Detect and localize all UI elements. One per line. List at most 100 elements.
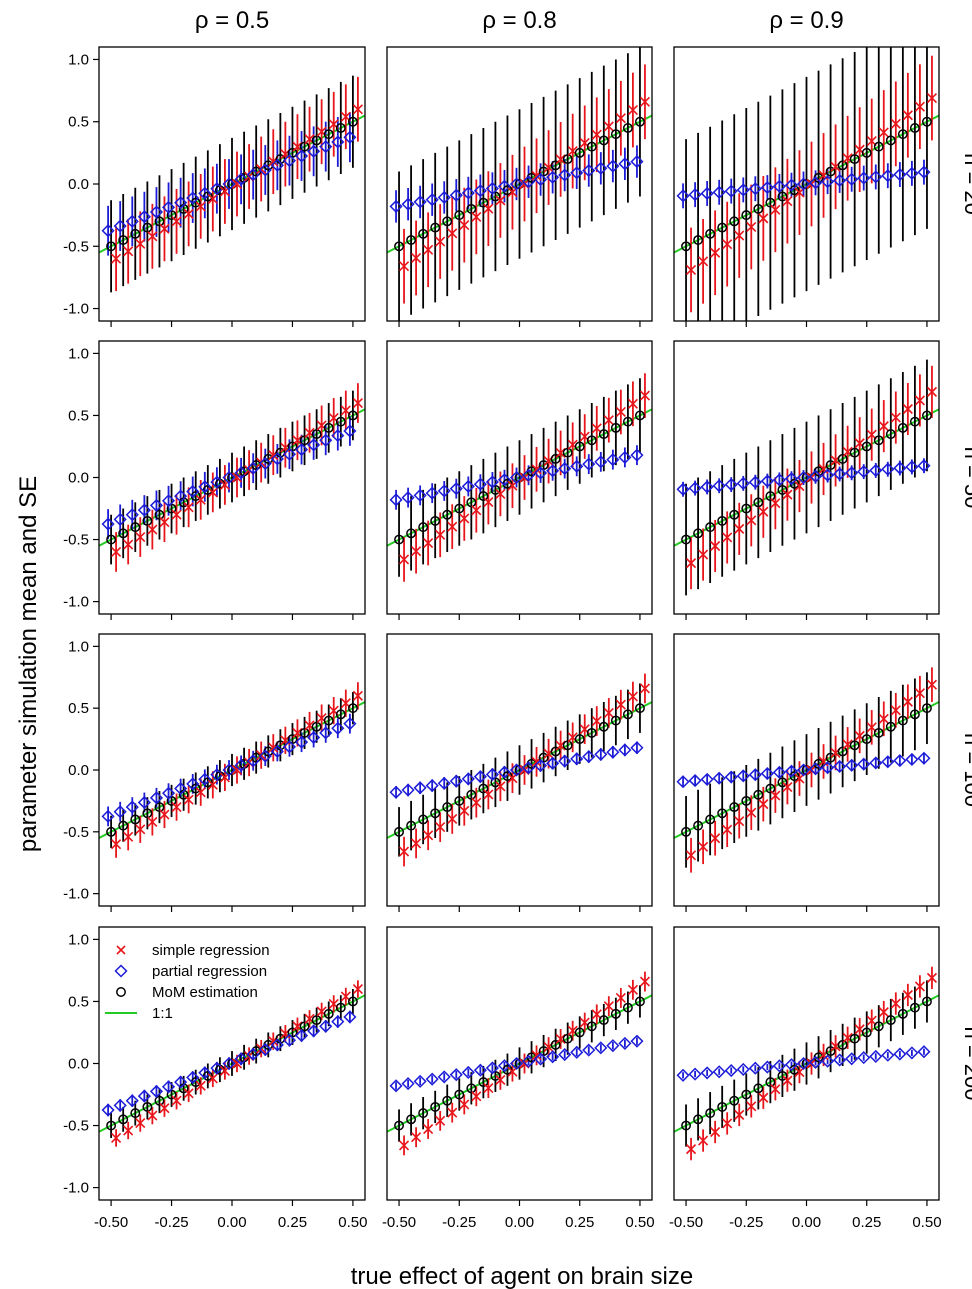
simple-point <box>435 822 446 833</box>
y-tick-label: 0.5 <box>68 700 89 717</box>
partial-point <box>630 448 644 462</box>
partial-point <box>845 1052 859 1066</box>
partial-point <box>724 184 738 198</box>
mom-point <box>106 1120 117 1131</box>
mom-point <box>586 727 597 738</box>
simple-point <box>231 1058 243 1069</box>
simple-point <box>890 412 901 423</box>
simple-point <box>639 976 651 987</box>
mom-point <box>885 429 896 440</box>
panel-rho-0.5-n-200: -1.0 -0.5 0.0 0.5 1.0 -0.50 -0.25 0.00 0.25 0.50 s… <box>63 926 368 1231</box>
partial-point <box>582 163 596 178</box>
y-tick-label: -0.5 <box>63 238 89 255</box>
mom-point <box>335 1002 346 1013</box>
simple-point <box>471 505 482 516</box>
partial-point <box>186 777 200 791</box>
partial-point <box>760 180 774 195</box>
panel-rho-0.8-n-100 <box>386 633 653 912</box>
partial-point <box>570 752 584 766</box>
mom-point <box>430 515 441 526</box>
partial-point <box>294 735 309 749</box>
mom-point <box>586 1021 597 1032</box>
partial-point <box>137 503 151 517</box>
simple-point <box>159 809 170 820</box>
simple-point <box>914 981 925 992</box>
mom-point <box>885 721 896 732</box>
y-tick-label: -0.5 <box>63 1118 89 1135</box>
mom-point <box>311 429 322 440</box>
partial-point <box>485 767 499 782</box>
partial-point <box>413 488 427 502</box>
mom-point <box>849 154 860 165</box>
mom-point <box>347 116 358 127</box>
partial-point <box>174 489 188 503</box>
partial-point <box>869 756 883 770</box>
mom-point <box>323 1008 334 1019</box>
mom-point <box>586 435 597 446</box>
simple-point <box>398 846 410 857</box>
mom-point <box>394 826 404 837</box>
partial-point <box>833 467 847 481</box>
simple-point <box>483 203 494 214</box>
partial-point <box>198 772 212 786</box>
simple-point <box>411 1132 422 1143</box>
mom-point <box>861 441 872 452</box>
mom-point <box>562 740 573 751</box>
simple-point <box>603 1001 614 1012</box>
simple-point <box>698 256 709 267</box>
simple-point <box>746 807 757 818</box>
mom-point <box>622 123 633 133</box>
simple-point <box>207 1073 218 1084</box>
partial-point <box>294 1029 309 1043</box>
simple-point <box>459 220 470 231</box>
y-tick-label: 0.5 <box>68 114 89 131</box>
partial-point <box>808 176 823 190</box>
partial-point <box>546 170 560 184</box>
simple-point <box>352 690 363 701</box>
simple-point <box>878 421 889 432</box>
partial-point <box>149 498 164 512</box>
simple-point <box>734 523 745 534</box>
mom-point <box>130 814 141 825</box>
mom-point <box>574 441 585 452</box>
partial-point <box>161 200 176 214</box>
partial-point <box>546 1050 560 1064</box>
simple-point <box>147 1110 158 1121</box>
simple-point <box>615 699 626 710</box>
partial-point <box>331 1015 345 1029</box>
mom-point <box>610 715 621 726</box>
partial-point <box>760 766 774 781</box>
simple-point <box>878 127 889 138</box>
panel-rho-0.8-n-20: ρ = 0.8 <box>386 7 653 327</box>
mom-point <box>466 789 477 800</box>
partial-point <box>630 1034 644 1048</box>
legend-partial-marker <box>114 964 128 978</box>
partial-point <box>821 761 835 775</box>
simple-point <box>183 1088 194 1099</box>
partial-point <box>294 149 309 163</box>
partial-point <box>461 186 475 200</box>
mom-point <box>550 160 561 171</box>
simple-point <box>123 539 134 550</box>
partial-point <box>425 779 439 793</box>
mom-point <box>693 528 704 539</box>
simple-point <box>135 238 146 249</box>
mom-point <box>825 1046 836 1057</box>
mom-point <box>753 789 764 800</box>
simple-point <box>639 96 651 107</box>
mom-point <box>142 515 153 526</box>
simple-point <box>195 494 206 505</box>
simple-point <box>627 691 638 702</box>
mom-point <box>299 727 310 738</box>
mom-point <box>777 777 788 788</box>
simple-point <box>878 1007 889 1018</box>
mom-point <box>478 1077 489 1088</box>
partial-point <box>736 183 750 197</box>
simple-point <box>435 236 446 247</box>
partial-point <box>270 452 284 466</box>
partial-point <box>808 469 823 483</box>
simple-point <box>890 998 901 1009</box>
partial-point <box>282 154 297 168</box>
y-tick-label: 0.0 <box>68 762 89 779</box>
mom-point <box>705 228 716 239</box>
